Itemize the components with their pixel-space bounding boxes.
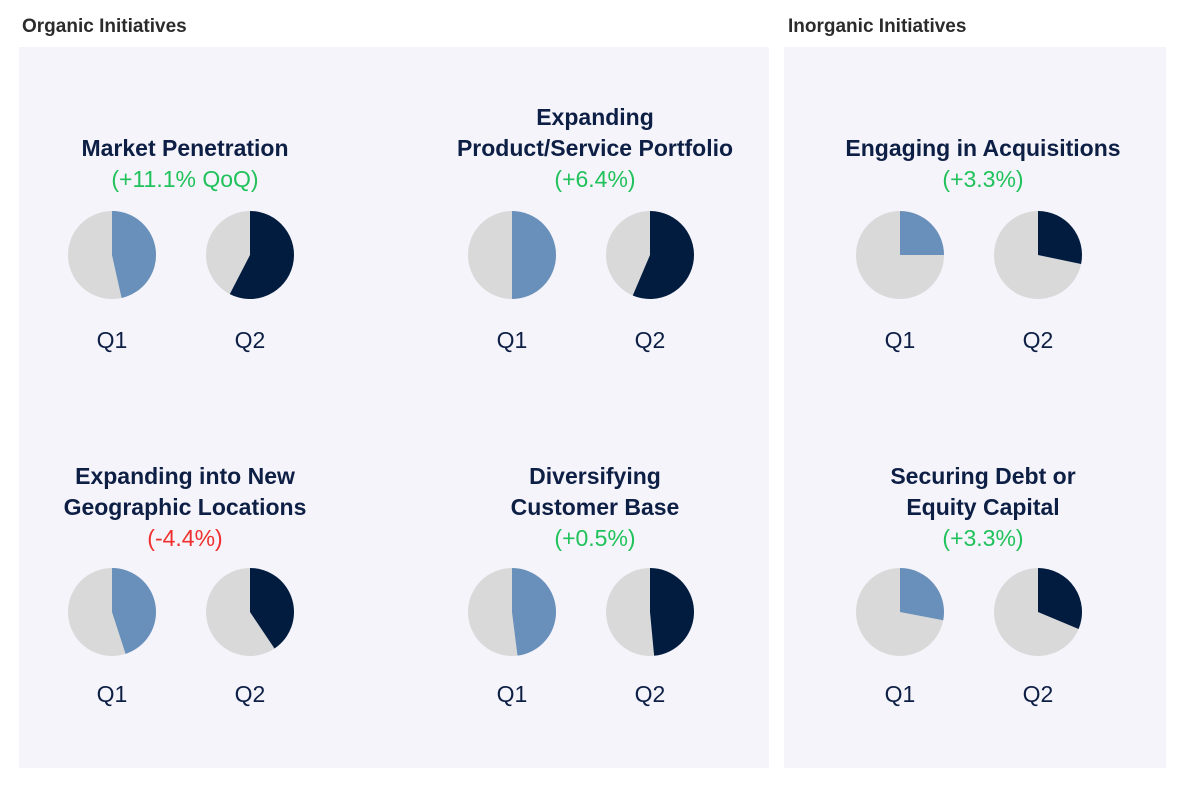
change-label: (+0.5%) bbox=[554, 525, 636, 551]
pie-q2 bbox=[994, 568, 1082, 656]
chart-title: Engaging in Acquisitions bbox=[845, 135, 1121, 161]
chart-title: Equity Capital bbox=[906, 494, 1060, 520]
pie-slice bbox=[512, 211, 556, 299]
pie-slice bbox=[112, 568, 157, 654]
quarter-label: Q1 bbox=[884, 681, 916, 707]
pie-slice bbox=[900, 568, 944, 621]
quarter-label: Q2 bbox=[634, 681, 666, 707]
quarter-label: Q1 bbox=[96, 681, 128, 707]
quarter-label: Q2 bbox=[234, 327, 266, 353]
chart-title: Customer Base bbox=[510, 494, 680, 520]
organic-section-title: Organic Initiatives bbox=[22, 16, 187, 37]
chart-title: Geographic Locations bbox=[63, 494, 307, 520]
change-label: (+3.3%) bbox=[942, 525, 1024, 551]
quarter-label: Q1 bbox=[496, 327, 528, 353]
inorganic-panel bbox=[784, 47, 1166, 768]
chart-heading: Expanding into New Geographic Locations (-… bbox=[5, 461, 365, 554]
pie-q2 bbox=[206, 211, 294, 299]
change-label: (-4.4%) bbox=[147, 525, 223, 551]
pie-q1 bbox=[468, 568, 557, 656]
pie-q1 bbox=[468, 211, 556, 299]
quarter-label: Q1 bbox=[496, 681, 528, 707]
chart-heading: Diversifying Customer Base (+0.5%) bbox=[415, 461, 775, 554]
quarter-label: Q1 bbox=[96, 327, 128, 353]
pie-q1 bbox=[68, 211, 157, 299]
pie-q1 bbox=[856, 211, 944, 299]
pie-slice bbox=[650, 568, 695, 656]
pie-q2 bbox=[206, 568, 294, 656]
pie-slice bbox=[250, 568, 294, 649]
chart-heading: Securing Debt or Equity Capital (+3.3%) bbox=[803, 461, 1163, 554]
pie-q2 bbox=[994, 211, 1082, 299]
quarter-label: Q2 bbox=[1022, 327, 1054, 353]
quarter-label: Q2 bbox=[234, 681, 266, 707]
pie-slice bbox=[1038, 211, 1082, 265]
chart-title: Product/Service Portfolio bbox=[456, 135, 734, 161]
pie-slice bbox=[1038, 568, 1082, 629]
chart-heading: Expanding Product/Service Portfolio (+6.4%… bbox=[415, 102, 775, 195]
quarter-label: Q2 bbox=[1022, 681, 1054, 707]
chart-title: Securing Debt or bbox=[890, 463, 1076, 489]
quarter-label: Q2 bbox=[634, 327, 666, 353]
pie-q2 bbox=[606, 211, 694, 299]
chart-title: Expanding into New bbox=[75, 463, 295, 489]
chart-title: Market Penetration bbox=[81, 135, 289, 161]
chart-heading: Engaging in Acquisitions (+3.3%) bbox=[803, 133, 1163, 195]
chart-title: Expanding bbox=[536, 104, 654, 130]
pie-slice bbox=[112, 211, 157, 298]
pie-q1 bbox=[856, 568, 944, 656]
pie-slice bbox=[512, 568, 557, 656]
change-label: (+6.4%) bbox=[554, 166, 636, 192]
pie-q2 bbox=[606, 568, 695, 656]
pie-slice bbox=[900, 211, 944, 255]
chart-heading: Market Penetration (+11.1% QoQ) bbox=[5, 133, 365, 195]
pie-slice bbox=[632, 211, 694, 299]
quarter-label: Q1 bbox=[884, 327, 916, 353]
inorganic-section-title: Inorganic Initiatives bbox=[788, 16, 967, 37]
change-label: (+3.3%) bbox=[942, 166, 1024, 192]
pie-slice bbox=[229, 211, 294, 299]
pie-q1 bbox=[68, 568, 157, 656]
change-label: (+11.1% QoQ) bbox=[111, 166, 259, 192]
chart-title: Diversifying bbox=[529, 463, 661, 489]
